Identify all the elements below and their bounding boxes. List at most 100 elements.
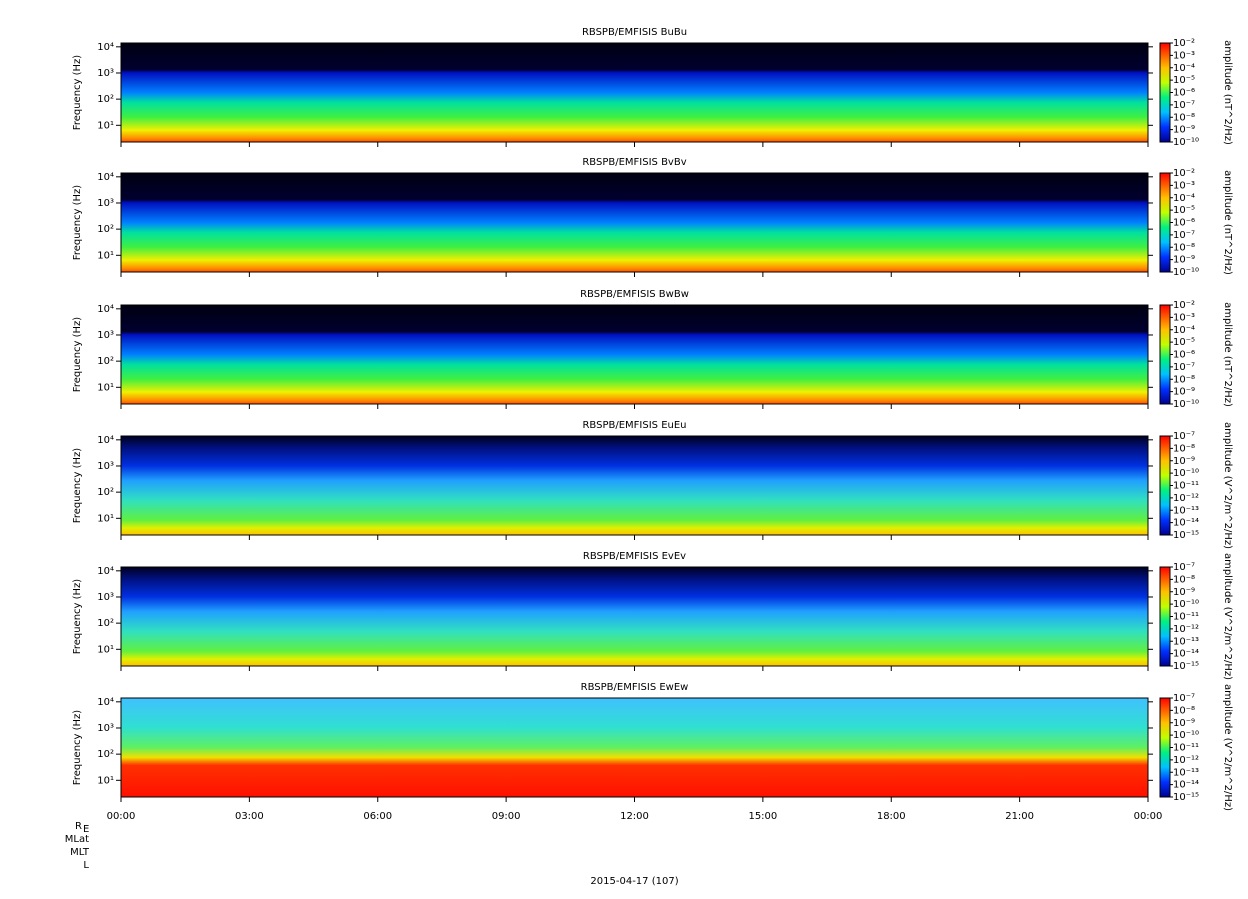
colorbar-tick-label: 10⁻² — [1173, 38, 1195, 49]
colorbar-tick-label: 10⁻⁹ — [1173, 456, 1195, 467]
colorbar-label: amplitude (V^2/m^2/Hz) — [1222, 684, 1233, 811]
colorbar-label: amplitude (V^2/m^2/Hz) — [1222, 422, 1233, 549]
colorbar-tick-label: 10⁻⁴ — [1173, 325, 1195, 336]
panel-title: RBSPB/EMFISIS EwEw — [581, 682, 689, 693]
y-tick-label: 10⁴ — [97, 697, 114, 708]
y-tick-label: 10² — [97, 94, 114, 105]
colorbar-tick-label: 10⁻⁸ — [1173, 242, 1195, 253]
y-tick-label: 10² — [97, 356, 114, 367]
spectrogram-image — [121, 43, 1148, 142]
colorbar-tick-label: 10⁻⁴ — [1173, 63, 1195, 74]
y-axis-label: Frequency (Hz) — [72, 710, 83, 786]
colorbar-tick-label: 10⁻² — [1173, 300, 1195, 311]
y-tick-label: 10⁴ — [97, 304, 114, 315]
colorbar-label: amplitude (nT^2/Hz) — [1222, 40, 1233, 145]
y-tick-label: 10³ — [97, 68, 114, 79]
x-tick-label: 12:00 — [620, 811, 649, 822]
y-axis-label: Frequency (Hz) — [72, 185, 83, 261]
colorbar-tick-label: 10⁻¹⁰ — [1173, 468, 1199, 479]
colorbar-tick-label: 10⁻¹⁰ — [1173, 399, 1199, 410]
colorbar-tick-label: 10⁻¹⁰ — [1173, 137, 1199, 148]
y-tick-label: 10² — [97, 487, 114, 498]
colorbar-tick-label: 10⁻⁷ — [1173, 562, 1195, 573]
colorbar-tick-label: 10⁻³ — [1173, 312, 1195, 323]
colorbar-tick-label: 10⁻⁸ — [1173, 112, 1195, 123]
panel-title: RBSPB/EMFISIS BvBv — [582, 157, 686, 168]
colorbar — [1159, 172, 1171, 273]
panel-title: RBSPB/EMFISIS BwBw — [580, 289, 689, 300]
colorbar-tick-label: 10⁻¹⁴ — [1173, 518, 1199, 529]
colorbar-tick-label: 10⁻⁹ — [1173, 718, 1195, 729]
colorbar-tick-label: 10⁻¹⁴ — [1173, 649, 1199, 660]
colorbar-tick-label: 10⁻⁶ — [1173, 88, 1195, 99]
colorbar-tick-label: 10⁻⁵ — [1173, 337, 1195, 348]
y-tick-label: 10¹ — [97, 644, 114, 655]
spectrogram-image — [121, 567, 1148, 666]
y-axis-label: Frequency (Hz) — [72, 579, 83, 655]
y-tick-label: 10³ — [97, 461, 114, 472]
colorbar-tick-label: 10⁻¹¹ — [1173, 612, 1199, 623]
x-tick-label: 21:00 — [1005, 811, 1034, 822]
x-tick-label: 00:00 — [107, 811, 136, 822]
colorbar-tick-label: 10⁻⁸ — [1173, 574, 1195, 585]
colorbar-tick-label: 10⁻¹⁴ — [1173, 780, 1199, 791]
x-tick-label: 09:00 — [492, 811, 521, 822]
colorbar-tick-label: 10⁻¹⁵ — [1173, 792, 1199, 803]
y-tick-label: 10³ — [97, 198, 114, 209]
x-tick-label: 15:00 — [748, 811, 777, 822]
y-tick-label: 10² — [97, 749, 114, 760]
y-axis-label: Frequency (Hz) — [72, 448, 83, 524]
y-tick-label: 10⁴ — [97, 42, 114, 53]
colorbar-tick-label: 10⁻⁹ — [1173, 125, 1195, 136]
y-axis-label: Frequency (Hz) — [72, 55, 83, 131]
colorbar-tick-label: 10⁻⁷ — [1173, 362, 1195, 373]
colorbar-tick-label: 10⁻¹³ — [1173, 636, 1199, 647]
colorbar-tick-label: 10⁻¹² — [1173, 493, 1199, 504]
y-tick-label: 10¹ — [97, 120, 114, 131]
colorbar-tick-label: 10⁻¹² — [1173, 755, 1199, 766]
colorbar-tick-label: 10⁻⁸ — [1173, 443, 1195, 454]
colorbar-tick-label: 10⁻¹² — [1173, 624, 1199, 635]
spectrogram-image — [121, 173, 1148, 272]
colorbar-tick-label: 10⁻¹¹ — [1173, 743, 1199, 754]
y-tick-label: 10¹ — [97, 250, 114, 261]
colorbar-tick-label: 10⁻⁸ — [1173, 705, 1195, 716]
y-tick-label: 10⁴ — [97, 172, 114, 183]
colorbar-tick-label: 10⁻¹⁵ — [1173, 530, 1199, 541]
panel-title: RBSPB/EMFISIS EvEv — [583, 551, 686, 562]
colorbar-tick-label: 10⁻⁹ — [1173, 387, 1195, 398]
colorbar-tick-label: 10⁻⁷ — [1173, 693, 1195, 704]
row-label: MLT — [70, 847, 90, 858]
colorbar-tick-label: 10⁻⁷ — [1173, 431, 1195, 442]
colorbar — [1159, 42, 1171, 143]
colorbar-label: amplitude (nT^2/Hz) — [1222, 302, 1233, 407]
spectrogram-image — [121, 436, 1148, 535]
row-label: L — [83, 860, 89, 871]
y-tick-label: 10³ — [97, 592, 114, 603]
colorbar-tick-label: 10⁻² — [1173, 168, 1195, 179]
spectrogram-image — [121, 305, 1148, 404]
colorbar-tick-label: 10⁻⁵ — [1173, 205, 1195, 216]
colorbar-tick-label: 10⁻¹³ — [1173, 767, 1199, 778]
colorbar-label: amplitude (nT^2/Hz) — [1222, 170, 1233, 275]
colorbar-tick-label: 10⁻¹⁰ — [1173, 267, 1199, 278]
x-axis-label: 2015-04-17 (107) — [590, 876, 678, 887]
y-tick-label: 10³ — [97, 330, 114, 341]
colorbar-tick-label: 10⁻³ — [1173, 180, 1195, 191]
y-tick-label: 10¹ — [97, 513, 114, 524]
colorbar-tick-label: 10⁻¹⁰ — [1173, 730, 1199, 741]
y-tick-label: 10⁴ — [97, 435, 114, 446]
colorbar-tick-label: 10⁻¹⁵ — [1173, 661, 1199, 672]
colorbar-tick-label: 10⁻⁴ — [1173, 193, 1195, 204]
colorbar-tick-label: 10⁻⁶ — [1173, 350, 1195, 361]
y-tick-label: 10¹ — [97, 382, 114, 393]
colorbar-tick-label: 10⁻⁷ — [1173, 230, 1195, 241]
x-tick-label: 18:00 — [877, 811, 906, 822]
y-axis-label: Frequency (Hz) — [72, 317, 83, 393]
colorbar-tick-label: 10⁻¹³ — [1173, 505, 1199, 516]
colorbar-tick-label: 10⁻⁶ — [1173, 218, 1195, 229]
y-tick-label: 10² — [97, 618, 114, 629]
y-tick-label: 10³ — [97, 723, 114, 734]
colorbar-tick-label: 10⁻⁷ — [1173, 100, 1195, 111]
